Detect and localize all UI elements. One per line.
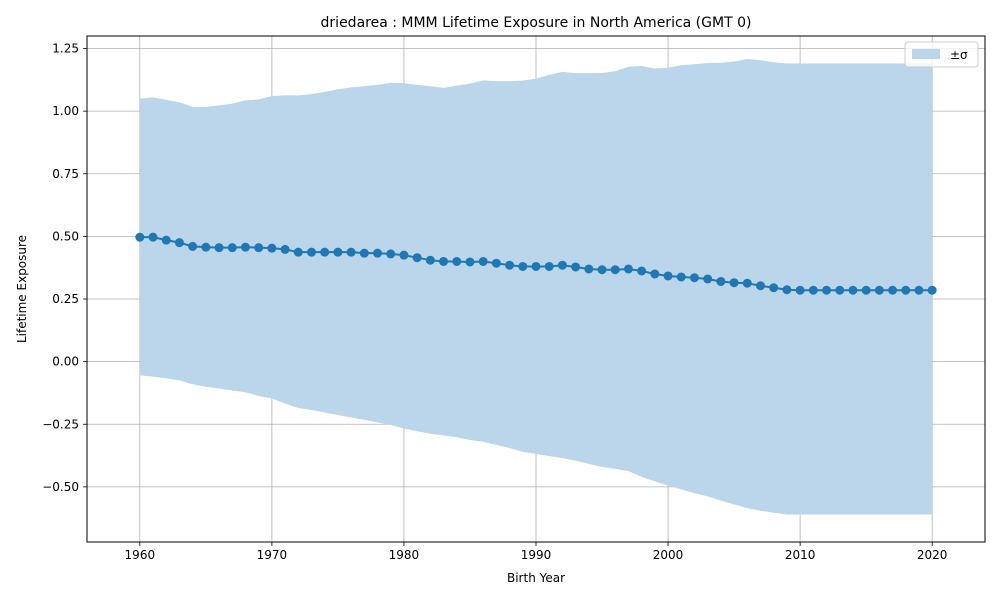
x-tick-label: 1960 <box>125 548 156 562</box>
x-tick-label: 1980 <box>389 548 420 562</box>
data-point <box>531 261 541 271</box>
data-point <box>703 274 713 284</box>
data-point <box>557 260 567 270</box>
data-point <box>135 232 145 242</box>
data-point <box>465 257 475 267</box>
data-point <box>663 271 673 281</box>
sigma-band <box>139 59 933 515</box>
data-point <box>782 285 792 295</box>
data-point <box>927 285 937 295</box>
data-point <box>214 243 224 253</box>
data-point <box>756 281 765 291</box>
y-tick-label: 0.25 <box>52 292 79 306</box>
data-point <box>716 276 726 286</box>
data-point <box>689 273 699 283</box>
data-point <box>386 249 396 259</box>
x-tick-label: 2000 <box>653 548 684 562</box>
data-point <box>769 283 779 293</box>
data-point <box>425 255 435 265</box>
y-axis-ticks: −0.50 −0.25 0.00 0.25 0.50 0.75 1.00 1.25 <box>42 42 87 494</box>
data-point <box>914 285 924 295</box>
data-point <box>571 262 581 272</box>
data-point <box>729 278 739 288</box>
y-tick-label: 0.75 <box>52 167 79 181</box>
sigma-band-area <box>139 59 933 515</box>
data-point <box>584 264 594 274</box>
x-axis-label: Birth Year <box>507 571 565 585</box>
y-tick-label: −0.25 <box>42 417 79 431</box>
data-point <box>148 232 158 242</box>
data-point <box>254 243 264 253</box>
data-point <box>161 235 171 245</box>
data-point <box>597 265 607 275</box>
data-point <box>240 242 250 252</box>
data-point <box>518 261 528 271</box>
data-point <box>650 269 660 279</box>
data-point <box>637 266 647 276</box>
data-point <box>359 248 369 258</box>
y-axis-label: Lifetime Exposure <box>15 235 29 343</box>
data-point <box>544 261 554 271</box>
x-tick-label: 2010 <box>785 548 816 562</box>
data-point <box>901 285 911 295</box>
data-point <box>412 253 422 263</box>
data-point <box>822 285 832 295</box>
data-point <box>610 265 620 275</box>
data-point <box>174 238 184 248</box>
y-tick-label: 0.00 <box>52 355 79 369</box>
data-point <box>346 247 356 257</box>
data-point <box>320 247 330 257</box>
data-point <box>808 285 818 295</box>
legend-label-band: ±σ <box>950 48 968 62</box>
x-tick-label: 1970 <box>257 548 288 562</box>
y-tick-label: −0.50 <box>42 480 79 494</box>
chart-title: driedarea : MMM Lifetime Exposure in Nor… <box>321 15 752 31</box>
data-point <box>280 244 290 254</box>
data-point <box>623 264 633 274</box>
data-point <box>188 241 198 251</box>
data-point <box>227 243 237 253</box>
data-point <box>676 272 686 282</box>
data-point <box>201 242 211 252</box>
y-tick-label: 1.25 <box>52 42 79 56</box>
legend: ±σ <box>904 41 979 68</box>
x-tick-label: 2020 <box>917 548 948 562</box>
data-point <box>399 250 409 260</box>
data-point <box>835 285 845 295</box>
x-tick-label: 1990 <box>521 548 552 562</box>
data-point <box>293 247 303 257</box>
data-point <box>505 260 515 270</box>
data-point <box>333 247 343 257</box>
data-point <box>861 285 871 295</box>
data-point <box>795 285 805 295</box>
legend-box <box>904 41 979 68</box>
y-tick-label: 0.50 <box>52 229 79 243</box>
data-point <box>888 285 898 295</box>
x-axis-ticks: 1960 1970 1980 1990 2000 2010 2020 <box>125 542 948 562</box>
data-point <box>874 285 884 295</box>
legend-swatch-band <box>912 49 940 59</box>
y-tick-label: 1.00 <box>52 104 79 118</box>
data-point <box>307 247 316 257</box>
series-markers <box>135 232 937 295</box>
data-point <box>452 256 462 266</box>
data-point <box>848 285 858 295</box>
data-point <box>742 278 752 288</box>
data-point <box>267 243 277 253</box>
data-point <box>439 256 449 266</box>
data-point <box>478 256 488 266</box>
data-point <box>491 258 501 268</box>
data-point <box>373 248 383 258</box>
